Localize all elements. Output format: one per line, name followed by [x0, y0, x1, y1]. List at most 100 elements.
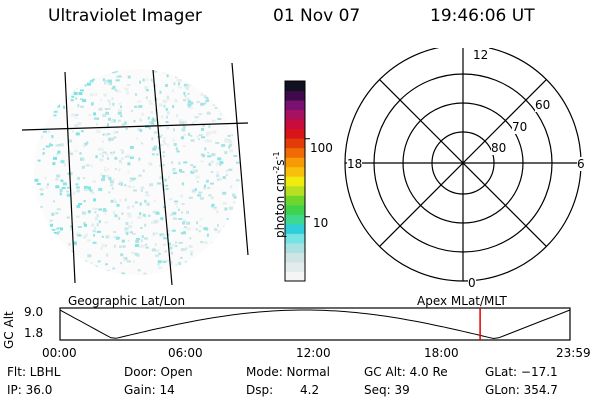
speckle [77, 122, 82, 126]
speckle [120, 161, 123, 165]
speckle [184, 269, 187, 273]
speckle [140, 189, 143, 192]
speckle [106, 253, 109, 257]
speckle [199, 218, 203, 221]
speckle [99, 158, 104, 162]
speckle [188, 245, 193, 248]
speckle [109, 82, 113, 86]
colorbar-segment [285, 157, 305, 168]
speckle [55, 212, 59, 215]
longitude-line [231, 62, 249, 256]
speckle [76, 232, 80, 236]
speckle [153, 84, 157, 87]
speckle [202, 124, 205, 127]
speckle [71, 95, 75, 98]
speckle [59, 143, 64, 147]
speckle [92, 241, 97, 244]
speckle [66, 190, 70, 193]
speckle [180, 232, 184, 235]
speckle [104, 81, 109, 85]
speckle [238, 206, 240, 210]
speckle [196, 180, 199, 183]
speckle [79, 73, 84, 76]
speckle [194, 116, 199, 119]
speckle [45, 268, 50, 272]
speckle [178, 241, 183, 244]
speckle [146, 78, 149, 82]
colorbar-segment [285, 138, 305, 149]
speckle [114, 89, 118, 92]
speckle [43, 115, 48, 119]
speckle [123, 258, 126, 262]
speckle [174, 245, 178, 248]
speckle [184, 261, 187, 264]
speckle [227, 228, 232, 231]
speckle [202, 252, 207, 256]
speckle [210, 78, 214, 81]
speckle [237, 244, 240, 248]
speckle [113, 236, 117, 239]
speckle [176, 205, 179, 208]
speckle [204, 272, 208, 274]
speckle [159, 233, 164, 237]
speckle [139, 212, 142, 216]
timeline-tick-0000: 00:00 [42, 346, 77, 360]
speckle [74, 124, 79, 127]
speckle [137, 127, 141, 131]
speckle [79, 258, 82, 261]
speckle [74, 149, 78, 152]
speckle [178, 86, 183, 89]
speckle [121, 272, 126, 275]
speckle [221, 245, 224, 248]
colorbar-segment [285, 119, 305, 130]
speckle [135, 93, 137, 96]
speckle [84, 142, 87, 146]
speckle [200, 160, 204, 163]
speckle [81, 211, 86, 215]
speckle [148, 100, 152, 103]
speckle [59, 192, 62, 196]
speckle [160, 217, 164, 221]
speckle [219, 108, 223, 112]
speckle [109, 180, 114, 184]
speckle [109, 179, 112, 182]
speckle [124, 227, 129, 231]
speckle [73, 89, 76, 92]
polar-diagonal [379, 79, 547, 247]
speckle [112, 178, 115, 181]
speckle [98, 153, 103, 156]
speckle [190, 164, 194, 167]
speckle [213, 97, 218, 100]
speckle [172, 211, 177, 215]
speckle [37, 215, 42, 219]
speckle [158, 103, 163, 107]
speckle [94, 211, 97, 214]
time-label: 19:46:06 UT [430, 6, 535, 26]
speckle [168, 246, 173, 250]
speckle [81, 70, 85, 73]
speckle [89, 268, 92, 271]
speckle [118, 181, 123, 185]
speckle [226, 246, 231, 249]
speckle [96, 223, 99, 227]
speckle [104, 108, 109, 110]
speckle [179, 274, 183, 275]
speckle [125, 155, 127, 158]
speckle [153, 69, 158, 73]
speckle [38, 87, 43, 91]
speckle [102, 155, 104, 157]
colorbar-segment [285, 214, 305, 225]
speckle [82, 73, 87, 77]
speckle [219, 162, 222, 166]
speckle [120, 253, 124, 257]
speckle [182, 121, 185, 125]
speckle [89, 189, 93, 192]
speckle [80, 130, 84, 133]
speckle [144, 223, 147, 227]
speckle [98, 208, 103, 211]
altitude-curve [59, 309, 571, 340]
speckle [151, 79, 155, 83]
speckle [87, 239, 91, 242]
timeline-tick-0600: 06:00 [168, 346, 203, 360]
speckle [35, 274, 40, 275]
